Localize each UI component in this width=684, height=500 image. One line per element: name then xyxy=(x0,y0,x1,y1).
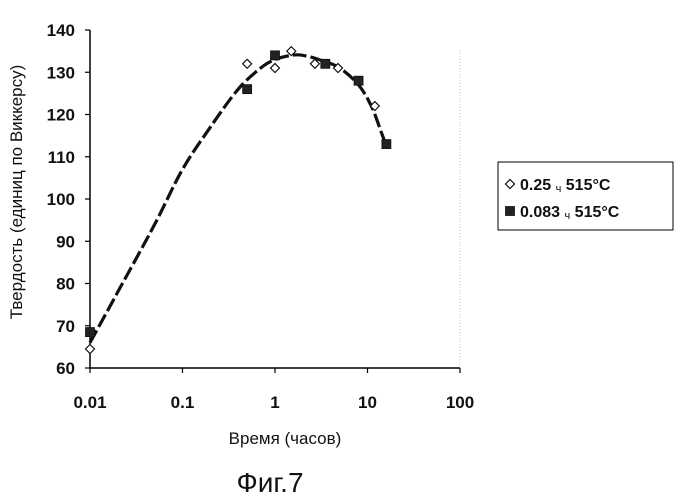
y-tick-label: 60 xyxy=(56,359,75,378)
figure-label: Фиг.7 xyxy=(236,467,303,498)
y-tick-label: 120 xyxy=(47,106,75,125)
y-tick-label: 110 xyxy=(48,148,75,167)
data-point xyxy=(369,100,381,112)
x-tick-label: 0.01 xyxy=(73,393,106,412)
legend-entry: 0.083 ч 515°C xyxy=(520,204,620,222)
data-point xyxy=(85,327,95,337)
data-point xyxy=(242,84,253,95)
y-tick-label: 140 xyxy=(47,21,75,40)
y-tick-label: 70 xyxy=(56,317,75,336)
series-2 xyxy=(85,50,392,337)
data-point xyxy=(269,62,281,74)
data-point xyxy=(270,50,280,61)
data-point xyxy=(84,343,96,355)
series-layer xyxy=(84,45,392,355)
data-point xyxy=(320,58,331,69)
data-point xyxy=(285,45,297,57)
x-tick-label: 1 xyxy=(270,393,279,412)
y-tick-label: 100 xyxy=(47,190,75,209)
trend-line xyxy=(88,53,388,344)
legend-entry: 0.25 ч 515°C xyxy=(520,177,611,195)
x-ticks: 0.01 0.1 1 10 100 xyxy=(73,368,474,412)
data-point xyxy=(309,58,321,70)
x-axis-title: Время (часов) xyxy=(229,429,342,448)
x-tick-label: 0.1 xyxy=(171,393,195,412)
y-tick-label: 130 xyxy=(47,63,75,82)
data-point xyxy=(241,58,253,70)
legend-box xyxy=(497,161,674,231)
data-point xyxy=(332,62,344,74)
x-tick-label: 100 xyxy=(446,393,474,412)
series-1 xyxy=(84,45,381,355)
legend-marker xyxy=(505,206,515,216)
y-axis-title: Твердость (единиц по Виккерсу) xyxy=(7,65,26,320)
y-ticks: 60 70 80 90 100 110 120 130 140 xyxy=(47,21,90,378)
y-tick-label: 90 xyxy=(56,232,75,251)
legend-marker xyxy=(504,178,516,190)
data-point xyxy=(353,75,364,86)
data-point xyxy=(381,139,392,149)
legend: 0.25 ч 515°C 0.083 ч 515°C xyxy=(497,161,674,231)
x-tick-label: 10 xyxy=(358,393,377,412)
y-tick-label: 80 xyxy=(56,275,75,294)
